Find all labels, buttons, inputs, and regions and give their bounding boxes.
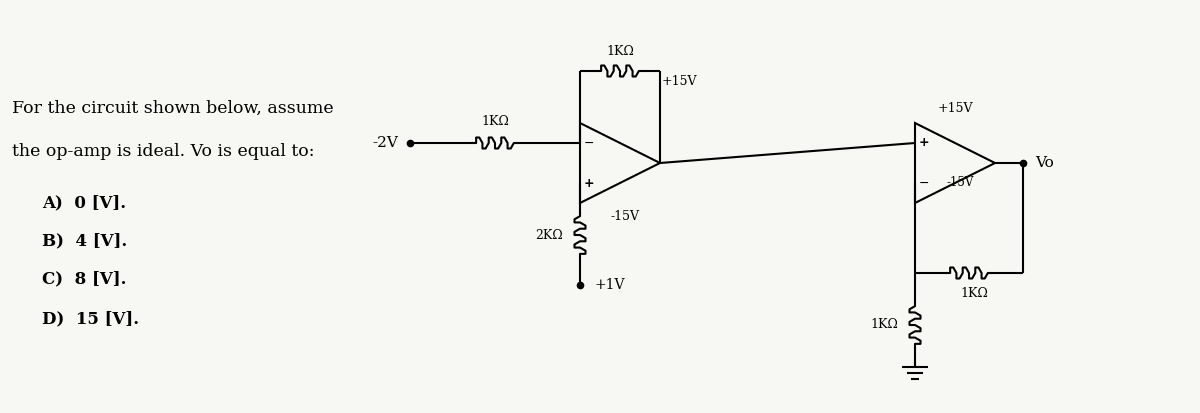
- Text: For the circuit shown below, assume: For the circuit shown below, assume: [12, 100, 334, 116]
- Text: B)  4 [V].: B) 4 [V].: [42, 233, 127, 249]
- Text: +15V: +15V: [937, 102, 973, 115]
- Text: +: +: [583, 176, 594, 190]
- Text: -15V: -15V: [947, 176, 973, 188]
- Text: A)  0 [V].: A) 0 [V].: [42, 195, 126, 211]
- Text: 1KΩ: 1KΩ: [606, 45, 634, 58]
- Text: D)  15 [V].: D) 15 [V].: [42, 311, 139, 328]
- Text: −: −: [919, 176, 929, 190]
- Text: the op-amp is ideal. Vo is equal to:: the op-amp is ideal. Vo is equal to:: [12, 142, 314, 159]
- Text: 1KΩ: 1KΩ: [481, 115, 509, 128]
- Text: −: −: [583, 137, 594, 150]
- Text: 1KΩ: 1KΩ: [960, 287, 988, 300]
- Text: +15V: +15V: [662, 75, 697, 88]
- Text: +1V: +1V: [594, 278, 624, 292]
- Text: 1KΩ: 1KΩ: [870, 318, 898, 332]
- Text: Vo: Vo: [1036, 156, 1054, 170]
- Text: C)  8 [V].: C) 8 [V].: [42, 271, 126, 287]
- Text: +: +: [919, 137, 929, 150]
- Text: -15V: -15V: [611, 210, 640, 223]
- Text: 2KΩ: 2KΩ: [535, 228, 563, 242]
- Text: -2V: -2V: [372, 136, 398, 150]
